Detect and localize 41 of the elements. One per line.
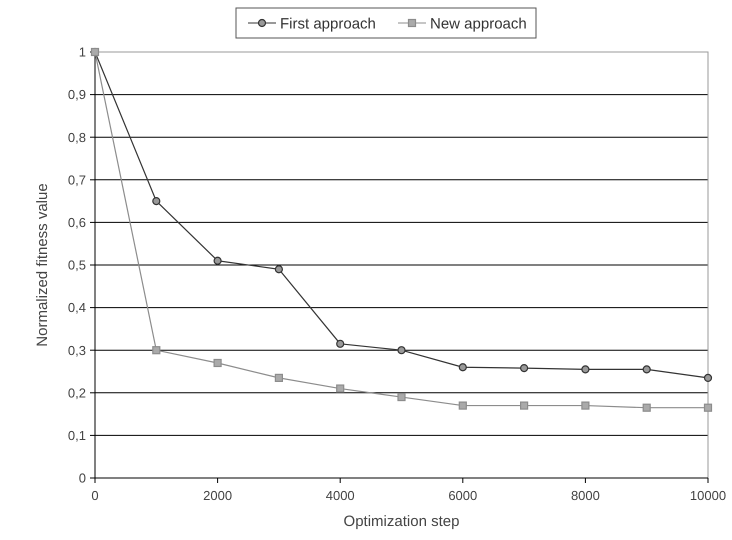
y-tick-label: 0,8	[68, 130, 86, 145]
point	[704, 374, 712, 382]
point	[214, 358, 222, 368]
point	[214, 256, 222, 265]
y-tick-label: 0,3	[68, 342, 86, 358]
point	[581, 365, 590, 374]
point	[642, 404, 651, 412]
point	[520, 401, 528, 410]
y-axis-title: Normalized fitness value	[34, 183, 51, 347]
point	[704, 404, 712, 412]
y-tick-label: 0,2	[68, 385, 86, 400]
point	[458, 401, 467, 410]
y-tick-label: 0,4	[68, 300, 86, 316]
point	[274, 374, 283, 382]
x-tick-label: 6000	[448, 488, 478, 503]
point	[152, 197, 160, 206]
point	[397, 346, 406, 354]
x-axis-title: Optimization step	[344, 513, 460, 530]
point	[274, 265, 283, 274]
point	[152, 346, 160, 354]
x-tick-label: 10000	[690, 488, 726, 503]
y-tick-label: 0,6	[68, 214, 86, 230]
point	[642, 365, 651, 374]
y-tick-label: 0	[78, 470, 86, 486]
point	[581, 401, 590, 410]
legend-label: First approach	[280, 15, 376, 32]
x-tick-label: 4000	[326, 488, 355, 503]
x-tick-label: 2000	[203, 488, 232, 503]
point	[458, 363, 467, 372]
point	[336, 384, 344, 393]
y-tick-label: 0,9	[68, 87, 86, 102]
point	[520, 364, 528, 372]
y-tick-label: 1	[78, 44, 86, 60]
point	[397, 392, 406, 402]
y-tick-label: 0,7	[68, 172, 86, 188]
y-tick-label: 0,1	[68, 428, 86, 443]
y-tick-label: 0,5	[68, 258, 86, 273]
x-tick-label: 0	[91, 488, 99, 503]
point	[336, 340, 344, 348]
legend-label: New approach	[430, 15, 527, 32]
x-tick-label: 8000	[570, 488, 600, 503]
